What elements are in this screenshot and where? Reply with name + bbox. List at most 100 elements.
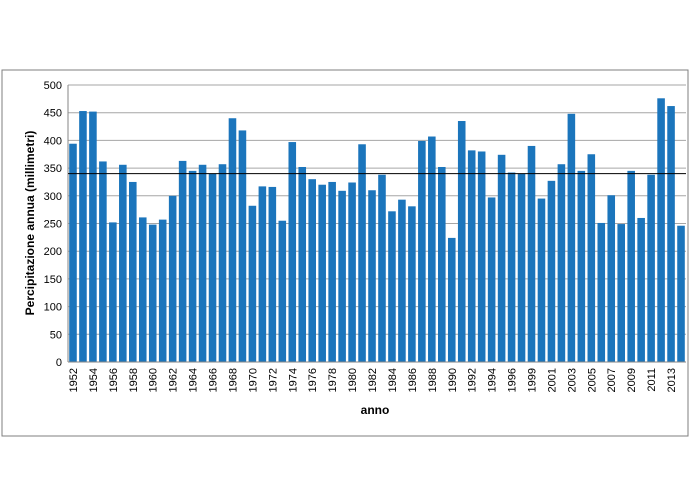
bar xyxy=(378,174,386,362)
bar xyxy=(168,195,177,362)
y-tick-label: 0 xyxy=(56,357,62,369)
x-tick-label: 1980 xyxy=(347,368,359,392)
bar xyxy=(467,150,476,362)
bar xyxy=(198,164,207,362)
bar xyxy=(298,166,307,362)
x-tick-label: 2013 xyxy=(666,368,678,392)
bar xyxy=(507,172,516,362)
x-tick-label: 1964 xyxy=(188,368,200,392)
x-tick-label: 1984 xyxy=(387,368,399,392)
bar xyxy=(109,222,117,362)
bar xyxy=(99,161,107,362)
x-tick-label: 1970 xyxy=(247,368,259,392)
x-tick-label: 2007 xyxy=(606,368,618,392)
bar xyxy=(158,219,167,362)
x-tick-label: 1952 xyxy=(68,368,80,392)
x-axis-title: anno xyxy=(361,403,390,417)
x-tick-label: 1966 xyxy=(208,368,220,392)
x-tick-label: 1992 xyxy=(467,368,479,392)
bar xyxy=(567,113,576,362)
bar xyxy=(527,145,536,362)
bar xyxy=(278,220,287,362)
bar xyxy=(607,195,616,362)
x-tick-label: 1954 xyxy=(88,368,100,392)
x-tick-label: 2011 xyxy=(646,368,658,392)
x-tick-label: 1978 xyxy=(327,368,339,392)
y-tick-label: 450 xyxy=(44,108,62,120)
bar xyxy=(587,154,596,362)
x-tick-label: 2009 xyxy=(626,368,638,392)
x-tick-label: 1999 xyxy=(527,368,539,392)
y-tick-label: 300 xyxy=(44,191,62,203)
bar xyxy=(368,190,376,362)
bar xyxy=(288,142,297,362)
bar xyxy=(428,136,436,362)
y-axis-title: Percipitazione annua (millimetri) xyxy=(23,131,37,316)
bar xyxy=(517,173,526,362)
x-tick-label: 1996 xyxy=(507,368,519,392)
y-tick-label: 250 xyxy=(44,219,62,231)
y-tick-label: 200 xyxy=(44,246,62,258)
x-tick-label: 1988 xyxy=(427,368,439,392)
bar xyxy=(667,106,675,362)
bar xyxy=(477,151,486,362)
y-tick-label: 50 xyxy=(50,329,62,341)
x-tick-label: 2001 xyxy=(546,368,558,392)
bar xyxy=(438,166,446,362)
bar xyxy=(457,121,466,362)
bar xyxy=(497,154,506,362)
bar xyxy=(238,130,247,362)
bar xyxy=(657,98,665,363)
bar xyxy=(537,198,546,362)
bar xyxy=(228,118,237,363)
bar xyxy=(188,170,197,362)
bar xyxy=(79,111,87,363)
x-tick-label: 1968 xyxy=(227,368,239,392)
bar xyxy=(178,160,187,362)
bar xyxy=(129,181,137,362)
x-tick-label: 1986 xyxy=(407,368,419,392)
bar xyxy=(148,224,157,362)
bar xyxy=(308,179,316,362)
y-tick-label: 500 xyxy=(44,80,62,92)
bar xyxy=(408,206,416,362)
bar xyxy=(418,140,426,362)
bar xyxy=(647,174,655,362)
bar xyxy=(388,211,396,362)
bar xyxy=(338,190,346,362)
bar xyxy=(557,164,566,362)
bar xyxy=(677,225,685,362)
bar xyxy=(208,173,217,362)
x-tick-label: 1958 xyxy=(128,368,140,392)
y-tick-label: 400 xyxy=(44,135,62,147)
bar xyxy=(597,222,606,362)
x-tick-label: 1956 xyxy=(108,368,120,392)
bar xyxy=(547,180,556,362)
x-tick-label: 1974 xyxy=(287,368,299,392)
bar xyxy=(577,170,586,362)
bar xyxy=(138,217,147,362)
y-tick-label: 100 xyxy=(44,302,62,314)
x-tick-label: 1962 xyxy=(168,368,180,392)
x-tick-label: 1982 xyxy=(367,368,379,392)
bar xyxy=(268,186,277,362)
bar xyxy=(248,205,257,362)
bar xyxy=(447,237,456,362)
bar xyxy=(617,224,625,362)
bar xyxy=(398,199,406,362)
y-tick-label: 350 xyxy=(44,163,62,175)
x-tick-label: 1972 xyxy=(267,368,279,392)
bar xyxy=(218,164,227,362)
x-tick-label: 1976 xyxy=(307,368,319,392)
bar xyxy=(89,111,97,362)
y-tick-label: 150 xyxy=(44,274,62,286)
bar xyxy=(318,184,326,362)
bar xyxy=(358,144,366,362)
x-tick-label: 2005 xyxy=(586,368,598,392)
x-tick-label: 1990 xyxy=(447,368,459,392)
bar xyxy=(258,186,267,362)
x-tick-label: 1994 xyxy=(487,368,499,392)
bar xyxy=(69,143,77,362)
x-tick-label: 2003 xyxy=(566,368,578,392)
